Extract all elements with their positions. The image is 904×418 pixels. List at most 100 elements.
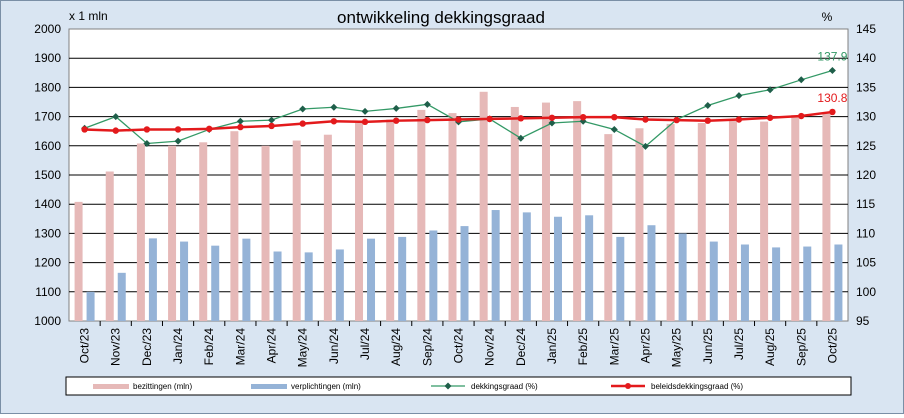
axes: 1000 1100 1200 1300 1400 1500 1600 1700 1800 1900… [34,22,876,367]
bar-verplichtingen [491,210,500,321]
x-tick-label: Mar/24 [233,328,247,366]
data-label: 137.9 [817,49,847,63]
bar-verplichtingen [180,241,189,321]
bar-bezittingen [386,119,395,322]
bar-bezittingen [448,113,457,321]
point-dekkingsgraad [361,107,369,115]
right-tick-label: 125 [856,139,876,153]
gridlines [69,57,848,293]
x-tick-label: May/25 [670,328,684,368]
bar-bezittingen [822,113,831,321]
point-beleidsdekkingsgraad [424,116,431,124]
x-tick-label: Jun/24 [327,328,341,364]
left-tick-label: 1100 [35,285,61,299]
right-tick-label: 100 [856,285,876,299]
left-tick-label: 1000 [34,314,61,328]
x-tick-label: Jul/25 [732,328,746,360]
point-dekkingsgraad [330,103,338,111]
bar-verplichtingen [211,245,220,321]
point-dekkingsgraad [517,134,525,142]
left-tick-label: 2000 [34,22,61,36]
bar-bezittingen [105,171,114,321]
bar-verplichtingen [117,272,126,321]
legend-marker [625,383,631,389]
point-beleidsdekkingsgraad [704,117,711,124]
bar-bezittingen [292,140,301,321]
point-beleidsdekkingsgraad [174,126,182,133]
right-tick-label: 135 [856,80,876,94]
left-tick-label: 1900 [34,51,61,65]
right-axis-unit: % [822,10,833,24]
point-dekkingsgraad [112,113,120,121]
bar-verplichtingen [273,251,282,321]
legend-label: dekkingsgraad (%) [471,382,538,391]
x-tick-label: Oct/25 [825,328,839,364]
point-dekkingsgraad [797,76,805,84]
bar-bezittingen [417,109,426,321]
bar-bezittingen [573,101,582,322]
bar-bezittingen [74,201,83,321]
bar-verplichtingen [772,247,781,321]
bar-bezittingen [510,106,519,322]
bar-verplichtingen [678,233,687,321]
x-tick-label: Feb/24 [202,328,216,366]
bar-bezittingen [136,143,145,321]
legend-swatch [93,384,129,389]
legend-label: verplichtingen (mln) [291,382,361,391]
x-tick-label: Mar/25 [607,328,621,366]
legend-label: beleidsdekkingsgraad (%) [651,382,743,391]
bar-verplichtingen [86,291,95,321]
bar-verplichtingen [803,246,812,321]
left-tick-label: 1400 [34,197,61,211]
x-tick-label: Apr/24 [265,328,279,364]
bar-bezittingen [791,115,800,321]
left-axis-unit: x 1 mln [69,9,108,23]
point-beleidsdekkingsgraad [112,127,119,134]
left-tick-label: 1800 [34,80,61,94]
point-dekkingsgraad [268,116,276,124]
x-tick-label: Nov/24 [483,328,497,366]
bar-verplichtingen [429,230,438,321]
x-tick-label: Jun/25 [701,328,715,364]
point-beleidsdekkingsgraad [642,116,649,123]
bar-verplichtingen [585,215,594,321]
bar-bezittingen [261,145,270,321]
point-dekkingsgraad [236,117,244,125]
x-tick-label: Feb/25 [576,328,590,366]
bar-verplichtingen [148,238,157,321]
data-label: 130.8 [817,91,847,105]
bar-verplichtingen [616,236,625,321]
x-tick-label: Sep/24 [420,328,434,366]
bar-verplichtingen [647,225,656,321]
legend: bezittingen (mln) verplichtingen (mln) dek… [93,382,743,391]
right-tick-label: 105 [856,256,876,270]
point-dekkingsgraad [548,119,556,127]
bar-verplichtingen [740,244,749,321]
point-dekkingsgraad [704,102,712,110]
x-tick-label: Dec/23 [140,328,154,366]
point-dekkingsgraad [641,142,649,150]
bar-bezittingen [604,134,613,321]
point-beleidsdekkingsgraad [517,115,525,122]
x-tick-label: Jan/24 [171,328,185,364]
bar-verplichtingen [834,244,843,321]
right-tick-label: 120 [856,168,876,182]
bar-bezittingen [230,131,239,321]
legend-swatch [251,384,287,389]
bar-bezittingen [541,102,550,321]
x-tick-label: May/24 [296,328,310,368]
bar-verplichtingen [522,212,531,321]
point-dekkingsgraad [392,104,400,112]
x-tick-label: Jan/25 [545,328,559,364]
right-tick-label: 115 [856,197,875,211]
line-series [81,66,836,150]
left-tick-label: 1200 [34,256,61,270]
bar-bezittingen [479,91,488,321]
point-beleidsdekkingsgraad [361,118,369,126]
point-dekkingsgraad [174,137,182,145]
bar-verplichtingen [367,238,376,321]
point-beleidsdekkingsgraad [268,122,275,130]
bar-verplichtingen [398,236,407,321]
